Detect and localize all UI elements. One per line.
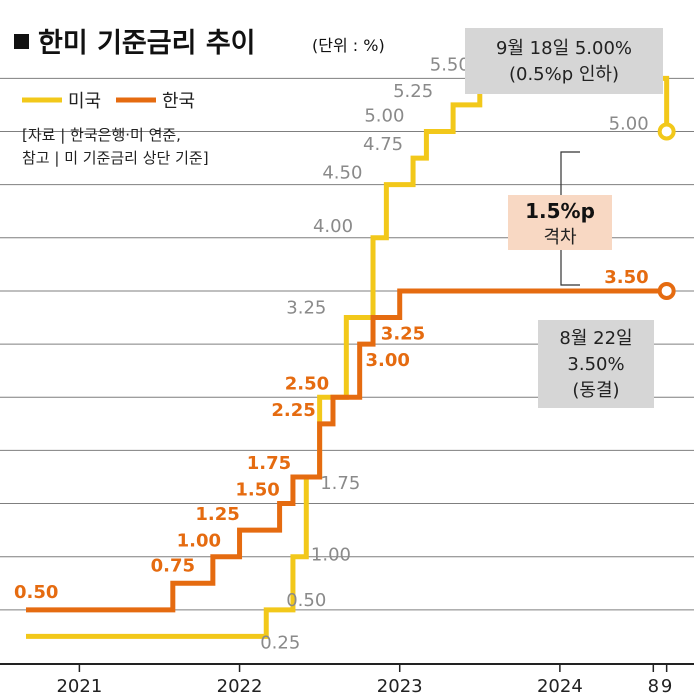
- kr-data-label: 0.50: [14, 582, 58, 603]
- kr-data-label: 1.25: [195, 504, 239, 525]
- kr-callout-line-1: 8월 22일: [559, 328, 632, 349]
- kr-end-marker: [657, 281, 676, 300]
- kr-data-label: 1.75: [247, 453, 291, 474]
- us-data-label: 1.00: [311, 545, 351, 566]
- kr-callout-line-2: 3.50%: [567, 354, 624, 375]
- x-tick-label: 9: [661, 676, 672, 697]
- kr-data-label: 1.00: [177, 531, 221, 552]
- gap-callout-box: [508, 195, 612, 250]
- us-data-label: 5.00: [364, 106, 404, 127]
- us-data-label: 4.75: [363, 134, 403, 155]
- gap-label: 격차: [543, 227, 577, 248]
- x-tick-label: 2024: [537, 676, 583, 697]
- kr-data-label: 3.25: [381, 324, 425, 345]
- title-bullet-icon: [14, 34, 29, 49]
- us-callout-line-1: 9월 18일 5.00%: [496, 38, 632, 59]
- x-tick-label: 2021: [56, 676, 102, 697]
- kr-callout-line-3: (동결): [572, 380, 619, 401]
- data-labels: 0.50 1.00 1.75 3.25 4.00 4.504.75 5.00 5.25 5.50…: [14, 54, 649, 653]
- chart-title: 한미 기준금리 추이: [38, 28, 256, 59]
- us-data-label: 5.00: [609, 114, 649, 135]
- us-end-marker: [657, 122, 676, 141]
- us-callout-line-2: (0.5%p 인하): [509, 64, 619, 85]
- us-rate-line: [26, 75, 670, 639]
- kr-data-label: 3.00: [365, 350, 409, 371]
- x-tick-label: 2023: [377, 676, 423, 697]
- us-data-label: 0.25: [260, 632, 300, 653]
- series-lines: [26, 75, 676, 639]
- unit-label: (단위 : %): [312, 36, 385, 55]
- gap-connector-bottom: [560, 250, 580, 286]
- x-tick-label: 2022: [217, 676, 263, 697]
- gap-value: 1.5%p: [525, 199, 595, 223]
- kr-data-label: 2.25: [271, 400, 315, 421]
- us-data-label: 0.50: [286, 590, 326, 611]
- us-callout-box: [465, 28, 663, 94]
- x-tick-label: 8: [648, 676, 659, 697]
- x-axis: 2021 2022 2023 2024 8 9: [0, 663, 694, 697]
- legend-kr-label: 한국: [162, 91, 195, 112]
- us-data-label: 5.25: [393, 81, 433, 102]
- us-data-label: 1.75: [320, 473, 360, 494]
- gap-connector-top: [560, 151, 580, 195]
- us-data-label: 4.00: [313, 216, 353, 237]
- source-line-1: [자료 | 한국은행·미 연준,: [22, 126, 181, 144]
- kr-data-label: 1.50: [235, 480, 279, 501]
- us-data-label: 5.50: [430, 54, 470, 75]
- kr-data-label: 2.50: [285, 373, 329, 394]
- kr-data-label: 0.75: [151, 555, 195, 576]
- kr-rate-line: [26, 288, 667, 613]
- kr-data-label: 3.50: [604, 267, 648, 288]
- legend-us-label: 미국: [68, 91, 101, 112]
- us-data-label: 3.25: [286, 298, 326, 319]
- kr-callout-box: [538, 320, 654, 408]
- us-data-label: 4.50: [322, 163, 362, 184]
- source-line-2: 참고 | 미 기준금리 상단 기준]: [22, 149, 209, 167]
